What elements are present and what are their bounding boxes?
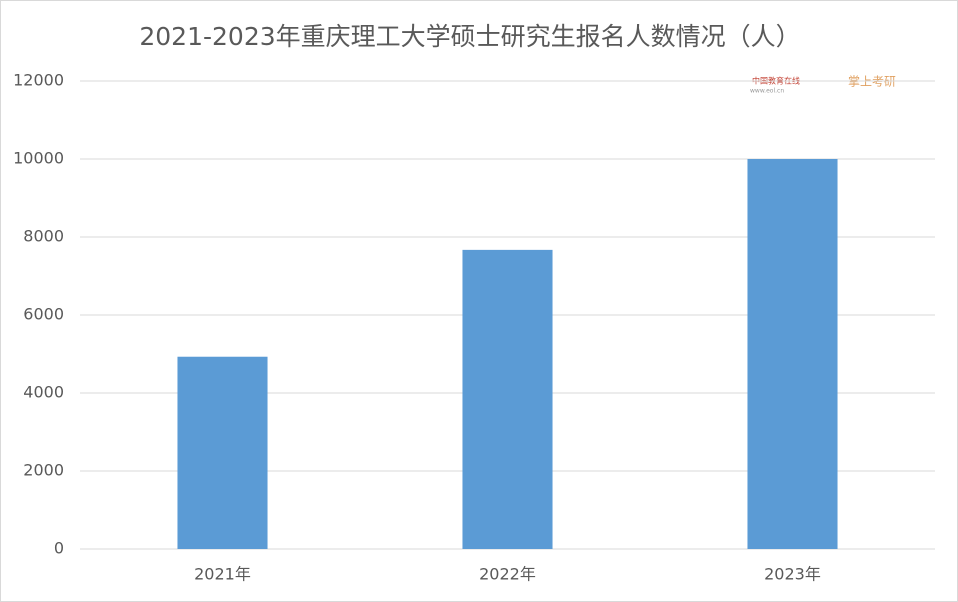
x-tick-label: 2021年 — [194, 565, 251, 584]
y-tick-label: 6000 — [23, 305, 64, 324]
y-tick-label: 8000 — [23, 227, 64, 246]
bar — [747, 159, 838, 549]
bar — [177, 356, 268, 549]
x-tick-label: 2022年 — [479, 565, 536, 584]
y-tick-label: 0 — [54, 539, 64, 558]
y-tick-label: 10000 — [13, 149, 64, 168]
watermark: www.eol.cn — [750, 88, 784, 95]
y-tick-label: 2000 — [23, 461, 64, 480]
chart-title: 2021-2023年重庆理工大学硕士研究生报名人数情况（人） — [139, 22, 800, 51]
x-tick-label: 2023年 — [764, 565, 821, 584]
y-tick-label: 4000 — [23, 383, 64, 402]
y-tick-label: 12000 — [13, 71, 64, 90]
bar — [462, 249, 553, 549]
